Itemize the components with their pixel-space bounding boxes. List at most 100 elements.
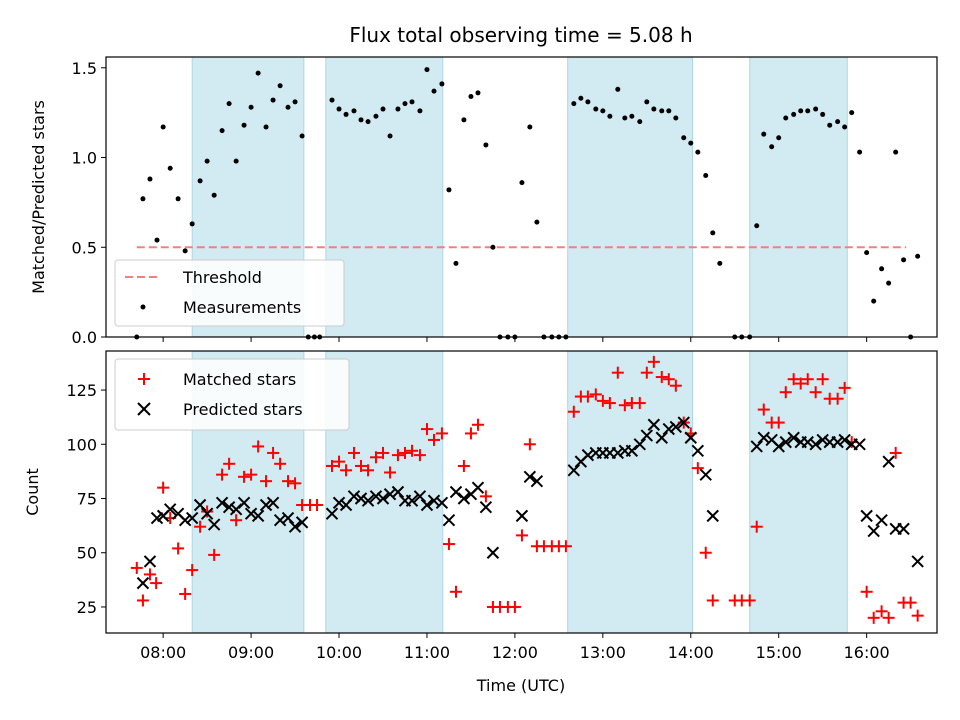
predicted-star-marker xyxy=(809,438,822,451)
matched-star-marker xyxy=(691,462,704,475)
matched-star-marker xyxy=(655,371,668,384)
predicted-star-marker xyxy=(677,416,690,429)
measurement-point xyxy=(710,230,716,236)
measurement-point xyxy=(659,108,665,114)
bottom-legend: Matched stars Predicted stars xyxy=(114,358,350,431)
top-y-axis-label: Matched/Predicted stars xyxy=(29,100,48,294)
matched-star-marker xyxy=(904,596,917,609)
measurement-point xyxy=(798,108,804,114)
predicted-star-marker xyxy=(222,500,236,514)
bottom-x-axis-ticks: 08:00 09:00 10:00 11:00 12:00 13:00 14:00 15:00… xyxy=(140,633,890,662)
measurement-point xyxy=(857,149,863,155)
matched-star-marker xyxy=(238,470,251,483)
measurement-point xyxy=(842,124,848,130)
matched-star-marker xyxy=(860,585,873,598)
predicted-star-marker xyxy=(897,522,910,536)
matched-star-marker xyxy=(130,561,143,574)
matched-star-marker xyxy=(479,490,492,503)
bottom-y-tick-label: 25 xyxy=(77,598,97,617)
matched-star-marker xyxy=(867,611,880,624)
matched-star-marker xyxy=(464,427,477,440)
predicted-star-marker xyxy=(750,440,763,453)
measurement-point xyxy=(431,88,437,94)
matched-star-marker xyxy=(282,475,295,488)
measurement-point xyxy=(424,67,430,73)
measurement-point xyxy=(717,260,723,266)
measurement-point xyxy=(241,122,247,128)
measurement-point xyxy=(886,280,892,286)
predicted-star-marker xyxy=(273,513,287,527)
predicted-star-marker xyxy=(288,520,302,533)
predicted-star-marker xyxy=(143,555,157,568)
matched-star-marker xyxy=(325,459,338,472)
predicted-star-marker xyxy=(669,420,683,434)
x-tick-label: 09:00 xyxy=(228,643,274,662)
measurement-point xyxy=(783,115,789,121)
matched-star-marker xyxy=(523,438,536,451)
measurement-point xyxy=(402,101,408,107)
measurement-point xyxy=(864,250,870,256)
predicted-star-marker xyxy=(354,492,368,505)
predicted-star-marker xyxy=(655,431,668,444)
matched-star-marker xyxy=(699,546,712,559)
bottom-y-axis-ticks: 25 50 75 100 125 xyxy=(66,381,106,617)
measurement-point xyxy=(277,83,283,89)
matched-star-marker xyxy=(662,373,675,386)
measurement-point xyxy=(167,165,173,171)
measurement-point xyxy=(688,140,694,146)
matched-star-marker xyxy=(772,416,785,429)
matched-star-marker xyxy=(581,390,594,403)
matched-star-marker xyxy=(143,568,156,581)
measurement-point xyxy=(490,244,496,250)
matched-star-marker xyxy=(757,403,770,416)
top-y-tick-label: 1.5 xyxy=(72,59,97,78)
measurement-point xyxy=(637,119,643,125)
matched-star-marker xyxy=(150,577,163,590)
predicted-star-marker xyxy=(801,435,814,449)
measurement-point xyxy=(600,108,606,114)
measurement-point xyxy=(270,97,276,103)
predicted-star-marker xyxy=(699,468,712,481)
predicted-star-marker xyxy=(215,496,229,510)
matched-star-marker xyxy=(589,388,602,401)
measurement-point xyxy=(879,266,885,272)
matched-star-marker xyxy=(515,529,528,542)
measurement-point xyxy=(226,101,232,107)
matched-star-marker xyxy=(267,446,280,459)
matched-star-marker xyxy=(618,399,631,412)
measurement-point xyxy=(351,108,357,114)
predicted-star-marker xyxy=(295,516,309,529)
measurement-point xyxy=(211,192,217,198)
matched-star-marker xyxy=(420,423,433,436)
predicted-star-marker xyxy=(178,513,192,527)
measurement-point xyxy=(820,111,826,117)
measurement-point xyxy=(673,115,679,121)
legend-matched-label: Matched stars xyxy=(183,370,296,389)
top-y-tick-label: 0.5 xyxy=(72,238,97,257)
legend-measurements-swatch xyxy=(140,304,146,310)
predicted-star-marker xyxy=(831,435,844,449)
measurement-point xyxy=(154,237,160,243)
matched-star-marker xyxy=(647,355,660,368)
predicted-star-marker xyxy=(361,494,375,507)
x-tick-label: 16:00 xyxy=(844,643,890,662)
measurement-point xyxy=(175,196,181,202)
matched-star-marker xyxy=(435,427,448,440)
measurement-point xyxy=(373,113,379,119)
measurement-point xyxy=(358,117,364,123)
predicted-star-marker xyxy=(647,418,661,431)
matched-star-marker xyxy=(384,466,397,479)
measurement-point xyxy=(365,119,371,125)
matched-star-marker xyxy=(136,594,149,607)
matched-star-marker xyxy=(471,418,484,431)
matched-star-marker xyxy=(252,440,265,453)
matched-star-marker xyxy=(369,451,382,464)
predicted-star-marker xyxy=(383,487,397,501)
matched-star-marker xyxy=(260,475,273,488)
measurement-point xyxy=(468,93,474,99)
measurement-point xyxy=(387,133,393,139)
matched-star-marker xyxy=(603,397,616,410)
measurement-point xyxy=(534,219,540,225)
top-shaded-interval xyxy=(567,56,694,338)
